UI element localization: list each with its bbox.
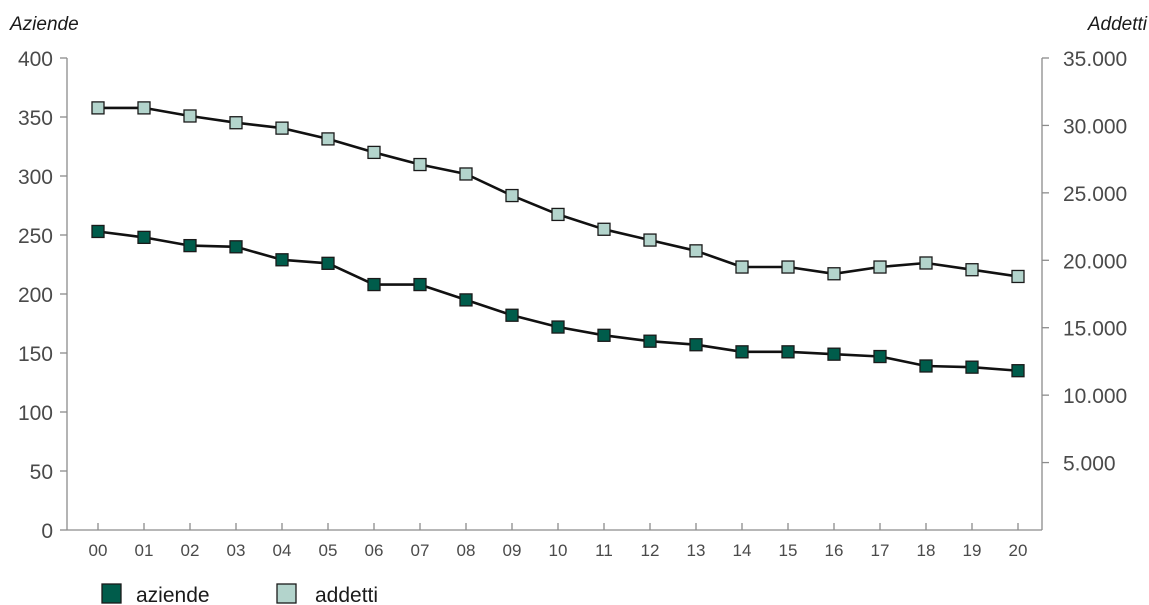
right-y-ticks: 5.000 10.000 15.000 20.000 25.000 30.000 35.00…: [1042, 48, 1127, 476]
data-point-addetti: [505, 188, 519, 203]
left-y-tick-label: 400: [18, 48, 53, 71]
left-axis-title: Aziende: [9, 14, 79, 35]
x-tick-label: 09: [503, 541, 522, 560]
data-point-addetti: [873, 260, 887, 274]
right-axis-title: Addetti: [1087, 14, 1148, 35]
x-tick-label: 14: [733, 541, 752, 560]
series-addetti: [91, 101, 1025, 284]
data-point-addetti: [1011, 269, 1025, 284]
data-point-addetti: [827, 267, 841, 281]
data-point-aziende: [459, 293, 473, 307]
x-tick-label: 07: [411, 541, 430, 560]
x-tick-label: 15: [779, 541, 798, 560]
legend: aziende addetti: [101, 583, 378, 605]
data-point-aziende: [91, 224, 105, 239]
left-y-tick-label: 0: [41, 520, 53, 543]
legend-item-addetti: addetti: [276, 583, 378, 605]
data-point-addetti: [413, 157, 427, 172]
legend-label-addetti: addetti: [315, 584, 378, 605]
x-tick-label: 00: [89, 541, 108, 560]
x-tick-label: 06: [365, 541, 384, 560]
series-aziende: [91, 224, 1025, 378]
data-point-aziende: [965, 360, 979, 374]
data-point-aziende: [551, 320, 565, 334]
x-tick-label: 05: [319, 541, 338, 560]
data-point-aziende: [781, 345, 795, 359]
data-point-aziende: [505, 308, 519, 322]
x-tick-label: 04: [273, 541, 292, 560]
right-y-tick-label: 25.000: [1063, 183, 1127, 206]
data-point-addetti: [137, 101, 151, 115]
left-y-tick-label: 100: [18, 402, 53, 425]
data-point-addetti: [965, 263, 979, 277]
x-tick-label: 17: [871, 541, 890, 560]
x-tick-label: 01: [135, 541, 154, 560]
data-point-aziende: [689, 338, 703, 352]
data-point-aziende: [229, 240, 243, 254]
x-tick-label: 11: [595, 541, 613, 560]
x-tick-label: 03: [227, 541, 246, 560]
x-ticks: 00 01 02 03 04 05 06 07 08 09 10 11 12 13 14 15 16 17 18 19…: [89, 523, 1028, 560]
x-tick-label: 02: [181, 541, 200, 560]
data-point-addetti: [183, 109, 197, 123]
data-point-aziende: [275, 253, 289, 267]
data-point-addetti: [689, 244, 703, 258]
legend-item-aziende: aziende: [101, 583, 210, 605]
right-y-tick-label: 30.000: [1063, 115, 1127, 138]
data-point-addetti: [551, 207, 565, 222]
x-tick-label: 16: [825, 541, 844, 560]
x-tick-label: 13: [687, 541, 706, 560]
left-y-tick-label: 200: [18, 284, 53, 307]
right-y-tick-label: 10.000: [1063, 385, 1127, 408]
data-point-aziende: [643, 334, 657, 348]
data-point-aziende: [873, 349, 887, 364]
data-point-aziende: [137, 230, 151, 245]
data-point-addetti: [643, 233, 657, 247]
right-y-tick-label: 5.000: [1063, 453, 1116, 476]
left-y-tick-label: 150: [18, 343, 53, 366]
data-point-aziende: [597, 328, 611, 342]
legend-swatch-addetti: [276, 583, 297, 604]
left-y-tick-label: 250: [18, 225, 53, 248]
data-point-addetti: [275, 121, 289, 135]
data-point-addetti: [735, 260, 749, 274]
x-tick-label: 18: [917, 541, 936, 560]
data-point-addetti: [367, 145, 381, 160]
data-point-addetti: [459, 167, 473, 181]
x-tick-label: 08: [457, 541, 476, 560]
data-point-aziende: [367, 277, 381, 292]
data-point-aziende: [827, 347, 841, 361]
x-tick-label: 19: [963, 541, 982, 560]
data-point-aziende: [735, 345, 749, 359]
axes: [66, 58, 1043, 531]
left-y-tick-label: 50: [30, 461, 53, 484]
x-tick-label: 12: [641, 541, 660, 560]
data-point-addetti: [91, 101, 105, 115]
right-y-tick-label: 15.000: [1063, 318, 1127, 341]
right-y-tick-label: 35.000: [1063, 48, 1127, 71]
left-y-tick-label: 350: [18, 107, 53, 130]
data-point-addetti: [781, 260, 795, 274]
data-point-addetti: [229, 116, 243, 130]
legend-swatch-aziende: [101, 583, 122, 604]
data-point-addetti: [321, 132, 335, 146]
data-point-aziende: [183, 238, 197, 253]
series-layer: [91, 101, 1025, 378]
data-point-addetti: [597, 222, 611, 236]
data-point-aziende: [919, 359, 933, 373]
data-point-aziende: [413, 277, 427, 292]
right-y-tick-label: 20.000: [1063, 250, 1127, 273]
legend-label-aziende: aziende: [136, 584, 210, 605]
data-point-aziende: [1011, 364, 1025, 378]
data-point-aziende: [321, 256, 335, 270]
left-y-tick-label: 300: [18, 166, 53, 189]
x-tick-label: 10: [549, 541, 568, 560]
x-tick-label: 20: [1009, 541, 1028, 560]
data-point-addetti: [919, 256, 933, 270]
left-y-ticks: 0 50 100 150 200 250 300 350 400: [18, 48, 67, 543]
